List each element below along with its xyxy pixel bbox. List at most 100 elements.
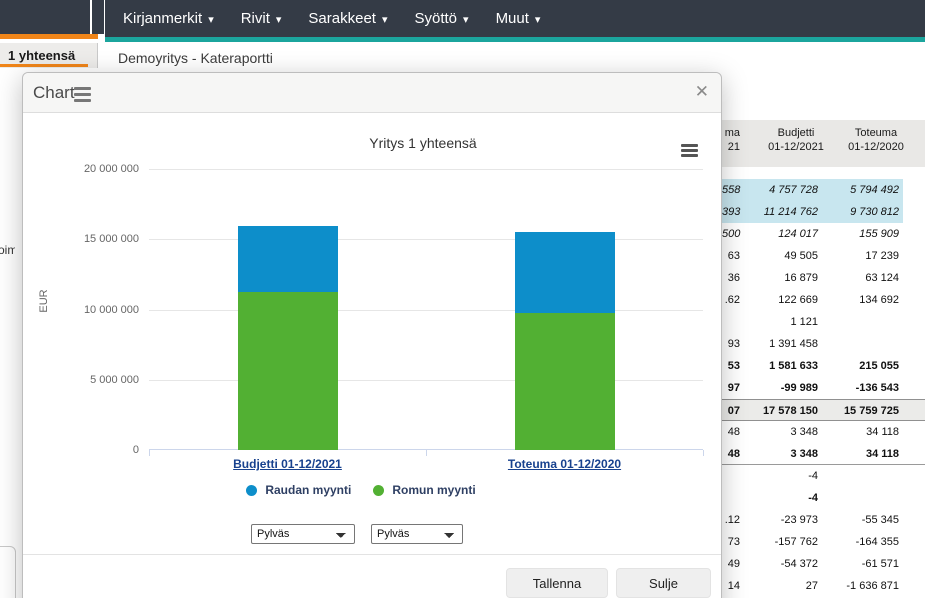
table-cell[interactable]: 53 xyxy=(727,360,740,372)
table-cell[interactable]: 124 017 xyxy=(778,228,818,240)
table-row[interactable]: 500 124 017 155 909 xyxy=(722,223,925,245)
table-cell[interactable]: 63 124 xyxy=(865,272,899,284)
table-row[interactable]: 393 11 214 762 9 730 812 xyxy=(722,201,925,223)
table-cell[interactable]: 49 xyxy=(727,558,740,570)
table-cell[interactable]: 393 xyxy=(722,206,741,218)
table-cell[interactable]: 11 214 762 xyxy=(763,206,818,218)
chart-context-menu-icon[interactable] xyxy=(681,144,698,159)
series2-type-select[interactable]: Pylväs xyxy=(371,524,463,544)
table-cell[interactable]: 27 xyxy=(805,580,818,592)
table-cell[interactable]: 07 xyxy=(727,405,740,417)
table-row[interactable]: 48 3 348 34 118 xyxy=(722,443,925,465)
menu-item-sarakkeet[interactable]: Sarakkeet xyxy=(308,10,387,27)
table-cell[interactable]: -99 989 xyxy=(780,382,818,394)
table-body: 558 4 757 728 5 794 492 393 11 214 762 9 730 … xyxy=(722,0,925,598)
bar-segment-romun-myynti[interactable] xyxy=(237,292,338,450)
table-cell[interactable]: 17 578 150 xyxy=(762,405,818,417)
table-cell[interactable]: 93 xyxy=(727,338,740,350)
table-cell[interactable]: 34 118 xyxy=(865,448,899,460)
table-row[interactable]: 1 121 xyxy=(722,311,925,333)
legend-item[interactable]: Raudan myynti xyxy=(246,483,351,497)
table-row[interactable]: 14 27 -1 636 871 xyxy=(722,575,925,597)
table-row[interactable]: 63 49 505 17 239 xyxy=(722,245,925,267)
table-cell[interactable]: -157 762 xyxy=(774,536,818,548)
table-cell[interactable]: 9 730 812 xyxy=(850,206,899,218)
table-cell[interactable]: 15 759 725 xyxy=(843,405,899,417)
table-cell[interactable]: .62 xyxy=(724,294,740,306)
close-button[interactable]: Sulje xyxy=(616,568,711,598)
table-row[interactable]: 73 -157 762 -164 355 xyxy=(722,531,925,553)
y-axis-tick-label: 0 xyxy=(132,444,139,456)
dialog-menu-icon[interactable] xyxy=(74,87,91,105)
table-cell[interactable]: 63 xyxy=(727,250,740,262)
table-row[interactable]: 36 16 879 63 124 xyxy=(722,267,925,289)
table-cell[interactable]: -54 372 xyxy=(780,558,818,570)
menu-item-kirjanmerkit[interactable]: Kirjanmerkit xyxy=(123,10,214,27)
table-cell[interactable]: .12 xyxy=(724,514,740,526)
menu-item-muut[interactable]: Muut xyxy=(496,10,541,27)
legend-item[interactable]: Romun myynti xyxy=(373,483,476,497)
table-cell[interactable]: -4 xyxy=(808,470,818,482)
table-cell[interactable]: 1 121 xyxy=(790,316,818,328)
table-cell[interactable]: -164 355 xyxy=(855,536,899,548)
table-cell[interactable]: -4 xyxy=(808,492,818,504)
table-row[interactable]: -4 xyxy=(722,465,925,487)
table-cell[interactable]: 48 xyxy=(727,426,740,438)
table-row[interactable]: 93 1 391 458 xyxy=(722,333,925,355)
table-row[interactable]: .12 -23 973 -55 345 xyxy=(722,509,925,531)
bar-segment-raudan-myynti[interactable] xyxy=(514,231,615,314)
table-cell[interactable]: 34 118 xyxy=(866,426,899,438)
table-cell[interactable]: -136 543 xyxy=(855,382,899,394)
table-cell[interactable]: 215 055 xyxy=(859,360,899,372)
menu-accent-bar xyxy=(105,37,925,42)
table-cell[interactable]: -23 973 xyxy=(780,514,818,526)
table-cell[interactable]: -61 571 xyxy=(861,558,899,570)
report-tab-label: 1 yhteensä xyxy=(8,48,76,63)
table-cell[interactable]: -1 636 871 xyxy=(846,580,899,592)
table-row[interactable]: 53 1 581 633 215 055 xyxy=(722,355,925,377)
table-cell[interactable]: 3 348 xyxy=(790,448,818,460)
legend-marker-icon xyxy=(246,484,258,496)
table-cell[interactable]: 1 581 633 xyxy=(769,360,818,372)
table-cell[interactable]: 49 505 xyxy=(784,250,818,262)
table-cell[interactable]: 155 909 xyxy=(859,228,899,240)
table-row[interactable]: -4 xyxy=(722,487,925,509)
bar-segment-raudan-myynti[interactable] xyxy=(237,225,338,293)
table-cell[interactable]: -55 345 xyxy=(861,514,899,526)
table-cell[interactable]: 5 794 492 xyxy=(850,184,899,196)
table-row[interactable]: 558 4 757 728 5 794 492 xyxy=(722,179,925,201)
table-cell[interactable]: 73 xyxy=(727,536,740,548)
table-row[interactable]: 49 -54 372 -61 571 xyxy=(722,553,925,575)
table-cell[interactable]: 36 xyxy=(727,272,740,284)
table-cell[interactable]: 3 348 xyxy=(790,426,818,438)
series1-type-select[interactable]: Pylväs xyxy=(251,524,355,544)
table-cell[interactable]: 500 xyxy=(722,228,741,240)
table-row[interactable]: 97 -99 989 -136 543 xyxy=(722,377,925,399)
table-total-row[interactable]: 07 17 578 150 15 759 725 xyxy=(722,399,925,421)
close-icon[interactable]: ✕ xyxy=(694,82,709,101)
table-cell[interactable]: 97 xyxy=(727,382,740,394)
report-tab[interactable]: 1 yhteensä xyxy=(0,43,98,68)
chart-dialog-header: Chart ✕ xyxy=(23,73,721,113)
table-cell[interactable]: 558 xyxy=(722,184,741,196)
menu-item-syöttö[interactable]: Syöttö xyxy=(415,10,469,27)
report-title: Demoyritys - Kateraportti xyxy=(118,50,273,66)
table-cell[interactable]: 122 669 xyxy=(778,294,818,306)
table-cell[interactable]: 4 757 728 xyxy=(769,184,818,196)
dialog-title: Chart xyxy=(33,83,75,102)
table-cell[interactable]: 134 692 xyxy=(859,294,899,306)
bar-segment-romun-myynti[interactable] xyxy=(514,313,615,450)
table-cell[interactable]: 17 239 xyxy=(865,250,899,262)
clipped-row-label: oimi xyxy=(0,243,15,257)
save-button[interactable]: Tallenna xyxy=(506,568,608,598)
table-cell[interactable]: 16 879 xyxy=(784,272,818,284)
menu-item-rivit[interactable]: Rivit xyxy=(241,10,282,27)
x-axis-category-link[interactable]: Budjetti 01-12/2021 xyxy=(233,457,342,471)
table-cell[interactable]: 1 391 458 xyxy=(769,338,818,350)
table-row[interactable]: .62 122 669 134 692 xyxy=(722,289,925,311)
table-cell[interactable]: 14 xyxy=(727,580,740,592)
x-axis-category-link[interactable]: Toteuma 01-12/2020 xyxy=(507,457,622,471)
table-cell[interactable]: 48 xyxy=(727,448,740,460)
dialog-footer-separator xyxy=(23,554,721,555)
table-row[interactable]: 48 3 348 34 118 xyxy=(722,421,925,443)
